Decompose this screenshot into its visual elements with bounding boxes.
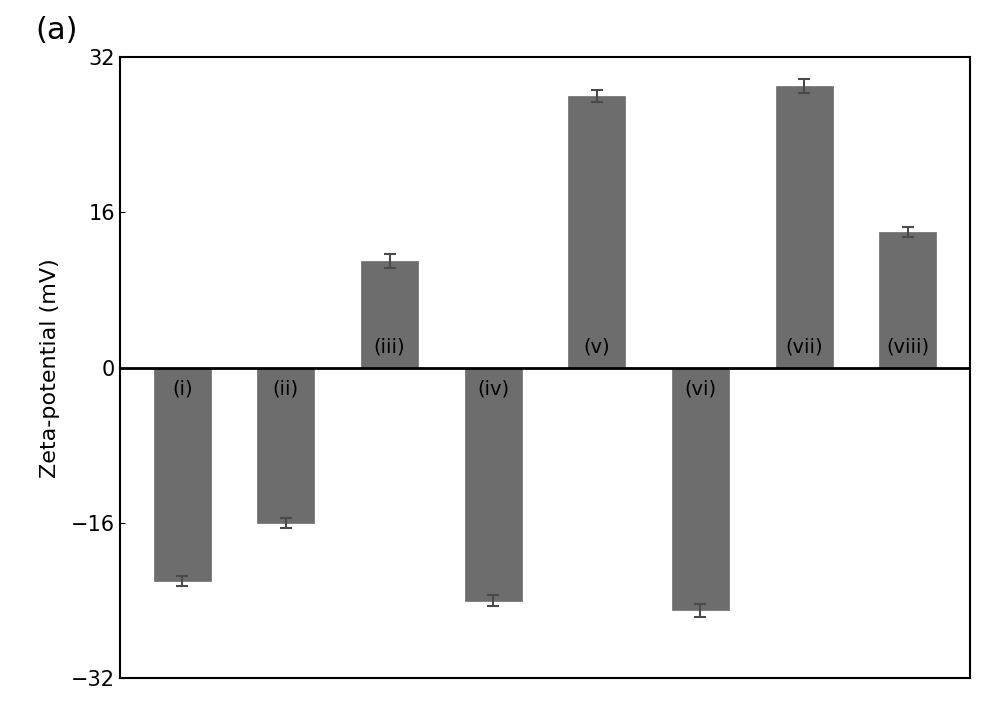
Bar bbox=[776, 86, 833, 368]
Text: (a): (a) bbox=[35, 16, 78, 45]
Y-axis label: Zeta-potential (mV): Zeta-potential (mV) bbox=[40, 258, 60, 478]
Text: (vi): (vi) bbox=[684, 379, 717, 398]
Text: (ii): (ii) bbox=[273, 379, 299, 398]
Text: (iv): (iv) bbox=[477, 379, 509, 398]
Text: (viii): (viii) bbox=[886, 337, 929, 356]
Bar bbox=[465, 368, 522, 600]
Bar bbox=[154, 368, 211, 581]
Bar bbox=[568, 96, 625, 368]
Bar bbox=[672, 368, 729, 610]
Bar bbox=[257, 368, 314, 523]
Text: (vii): (vii) bbox=[785, 337, 823, 356]
Text: (i): (i) bbox=[172, 379, 193, 398]
Text: (v): (v) bbox=[584, 337, 610, 356]
Bar bbox=[361, 261, 418, 368]
Text: (iii): (iii) bbox=[374, 337, 405, 356]
Bar bbox=[879, 232, 936, 368]
